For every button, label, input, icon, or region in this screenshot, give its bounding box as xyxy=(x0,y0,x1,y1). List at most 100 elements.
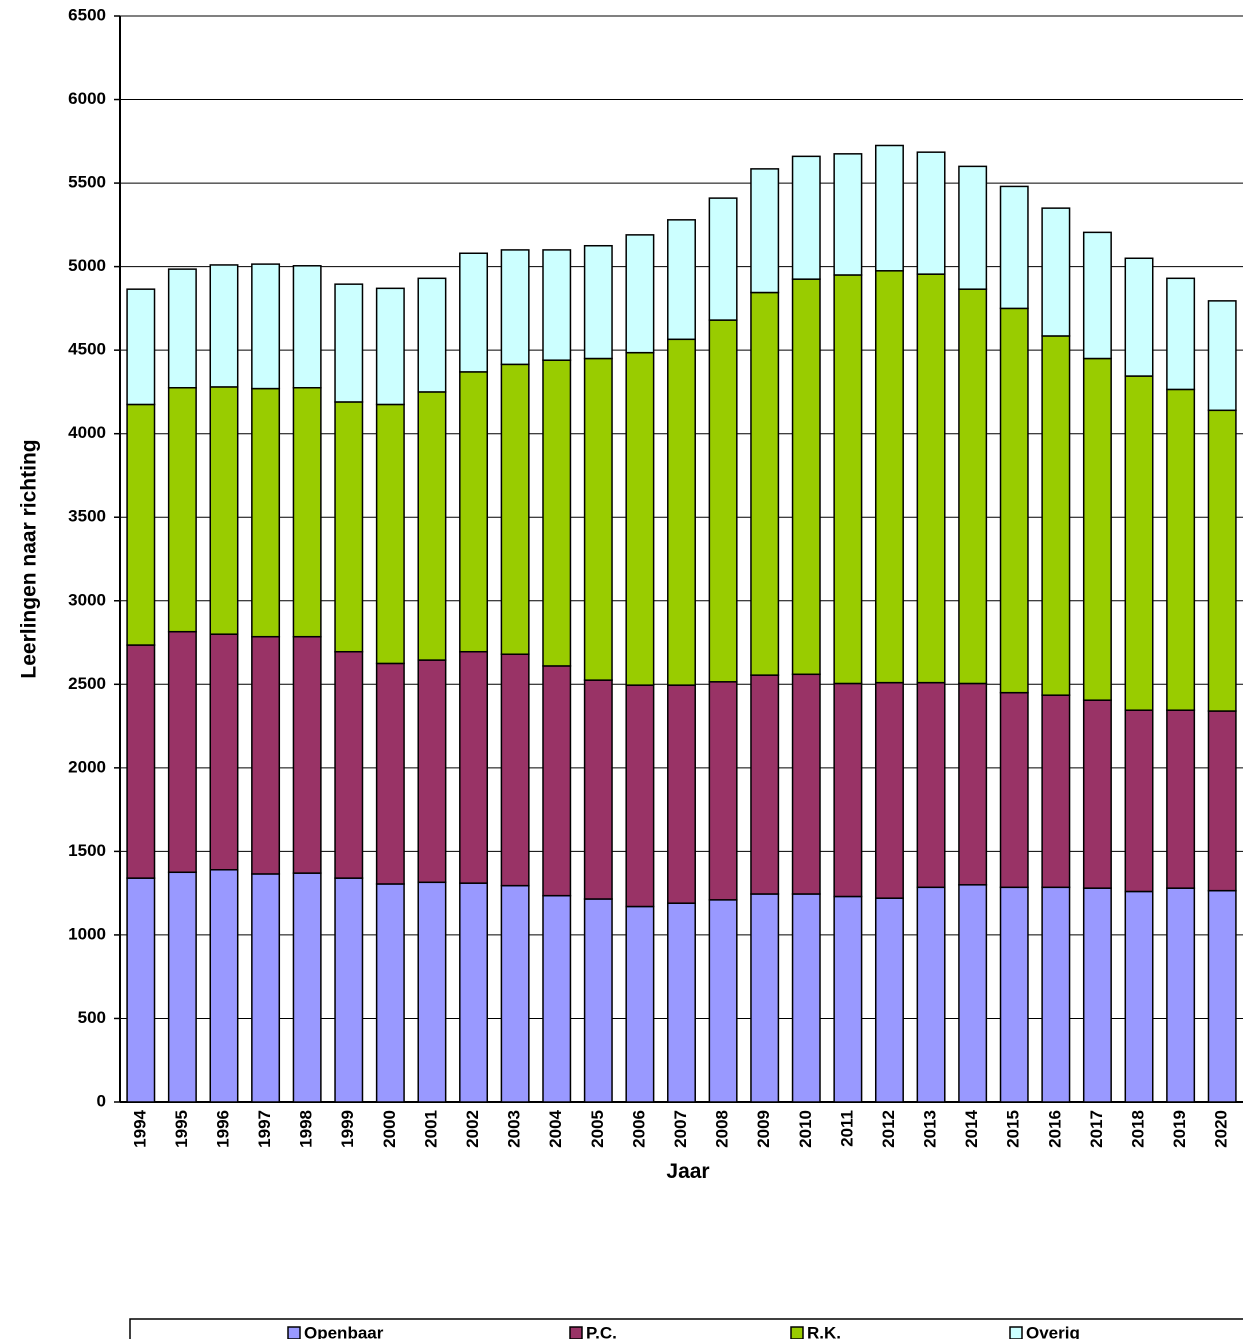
bar-segment xyxy=(791,155,821,280)
bar-segment xyxy=(1041,886,1071,1103)
bar-segment xyxy=(167,386,197,633)
legend-box xyxy=(129,1318,1243,1339)
x-tick-label: 2006 xyxy=(629,1110,648,1148)
y-tick-label: 6500 xyxy=(68,5,106,24)
x-tick-label: 2013 xyxy=(921,1110,940,1148)
x-tick-label: 2009 xyxy=(754,1110,773,1148)
x-axis-label: Jaar xyxy=(666,1160,709,1183)
bar-segment xyxy=(292,386,322,638)
bar-segment xyxy=(126,644,156,879)
bar-segment xyxy=(583,244,613,360)
bar-segment xyxy=(1207,409,1237,712)
bar-segment xyxy=(500,653,530,887)
bar-segment xyxy=(1207,710,1237,892)
bar-segment xyxy=(708,197,738,321)
bar-segment xyxy=(126,403,156,646)
x-tick-label: 1997 xyxy=(255,1110,274,1148)
bar-segment xyxy=(167,871,197,1103)
bar-segment xyxy=(999,307,1029,694)
bar-segment xyxy=(791,673,821,895)
x-tick-label: 2002 xyxy=(463,1110,482,1148)
bar-segment xyxy=(292,265,322,389)
bar-segment xyxy=(1082,887,1112,1103)
bar-segment xyxy=(167,268,197,389)
x-tick-label: 2010 xyxy=(796,1110,815,1148)
x-tick-label: 1996 xyxy=(213,1110,232,1148)
y-axis-label: Leerlingen naar richting xyxy=(18,439,41,678)
bar-segment xyxy=(625,234,655,354)
y-tick-label: 4000 xyxy=(68,423,106,442)
bar-segment xyxy=(667,338,696,686)
bar-segment xyxy=(583,898,613,1103)
bar-segment xyxy=(459,650,489,884)
bar-segment xyxy=(500,884,530,1103)
y-tick-label: 4500 xyxy=(68,340,106,359)
bar-segment xyxy=(708,319,738,683)
bar-segment xyxy=(1166,388,1196,711)
bar-segment xyxy=(1207,889,1237,1103)
x-tick-label: 1994 xyxy=(130,1109,149,1147)
x-tick-label: 2014 xyxy=(962,1109,981,1147)
bar-segment xyxy=(1124,375,1154,711)
bar-segment xyxy=(459,252,489,373)
bar-segment xyxy=(292,872,322,1103)
bar-segment xyxy=(1082,699,1112,889)
bar-segment xyxy=(999,886,1029,1103)
bar-segment xyxy=(833,682,863,898)
x-tick-label: 2008 xyxy=(713,1110,732,1148)
bar-segment xyxy=(791,893,821,1103)
bar-segment xyxy=(625,684,655,908)
bar-segment xyxy=(126,288,156,406)
x-tick-label: 1998 xyxy=(297,1110,316,1148)
bar-segment xyxy=(251,263,281,390)
bar-segment xyxy=(625,351,655,686)
bar-segment xyxy=(583,679,613,900)
bar-segment xyxy=(1166,887,1196,1103)
bar-segment xyxy=(1124,257,1154,377)
bar-segment xyxy=(874,270,904,684)
bar-segment xyxy=(417,659,447,884)
bar-segment xyxy=(750,674,780,895)
bar-segment xyxy=(708,681,738,901)
bar-segment xyxy=(209,869,239,1103)
bar-segment xyxy=(1124,709,1154,893)
legend-label: Overig xyxy=(1026,1323,1080,1339)
bar-segment xyxy=(916,681,946,889)
bar-segment xyxy=(459,882,489,1103)
bar-segment xyxy=(833,895,863,1103)
bar-segment xyxy=(459,371,489,653)
x-tick-label: 2016 xyxy=(1045,1110,1064,1148)
bar-segment xyxy=(791,278,821,676)
bar-segment xyxy=(334,283,364,403)
bar-segment xyxy=(1082,357,1112,701)
bar-segment xyxy=(417,391,447,661)
bar-segment xyxy=(500,249,530,366)
bar-segment xyxy=(1041,694,1071,889)
bar-segment xyxy=(874,144,904,272)
bar-segment xyxy=(209,633,239,871)
bar-segment xyxy=(708,899,738,1103)
bar-segment xyxy=(1124,890,1154,1103)
bar-segment xyxy=(292,635,322,874)
x-tick-label: 2017 xyxy=(1087,1110,1106,1148)
x-tick-label: 2004 xyxy=(546,1109,565,1147)
x-tick-label: 2018 xyxy=(1129,1110,1148,1148)
bar-segment xyxy=(958,288,988,685)
bar-segment xyxy=(833,274,863,685)
bar-segment xyxy=(417,881,447,1103)
bar-segment xyxy=(1041,335,1071,696)
bar-segment xyxy=(542,665,572,897)
legend-swatch xyxy=(790,1326,804,1339)
bar-segment xyxy=(625,905,655,1103)
x-tick-label: 2007 xyxy=(671,1110,690,1148)
x-tick-label: 2011 xyxy=(837,1110,856,1147)
legend-swatch xyxy=(287,1326,301,1339)
bar-segment xyxy=(1082,231,1112,360)
bar-segment xyxy=(916,151,946,275)
bar-segment xyxy=(209,264,239,388)
bar-segment xyxy=(1207,300,1237,412)
y-tick-label: 6000 xyxy=(68,89,106,108)
bar-segment xyxy=(167,630,197,874)
bar-segment xyxy=(251,873,281,1103)
